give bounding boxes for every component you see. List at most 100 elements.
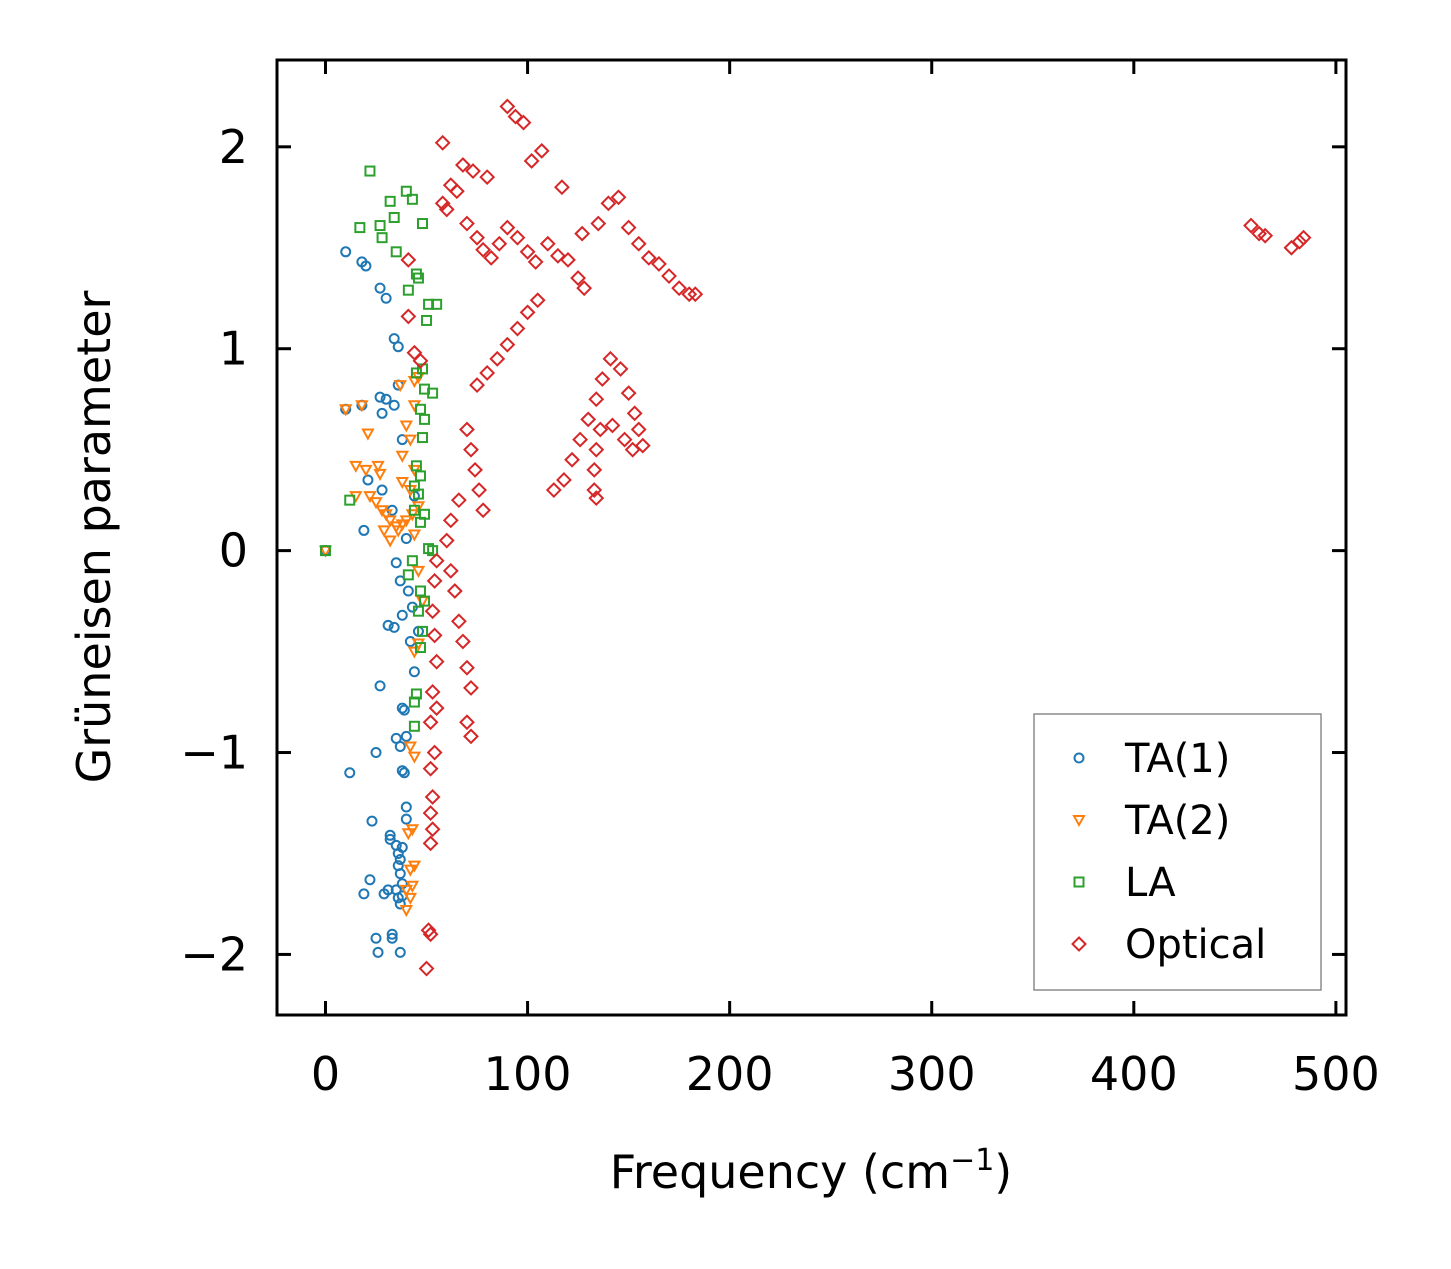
data-point <box>386 932 398 944</box>
x-tick-label: 500 <box>1292 1047 1380 1101</box>
data-point <box>403 434 418 447</box>
data-point <box>400 533 412 545</box>
data-point <box>428 552 445 569</box>
data-point <box>576 280 593 297</box>
legend-frame <box>1033 713 1322 991</box>
data-point <box>384 833 396 845</box>
data-point <box>407 860 422 873</box>
data-point <box>412 272 424 284</box>
data-point <box>319 545 331 557</box>
data-point <box>400 308 417 325</box>
data-point <box>380 292 392 304</box>
legend-label: TA(1) <box>1124 736 1230 782</box>
data-point <box>564 451 580 468</box>
x-tick-label: 100 <box>484 1047 572 1101</box>
data-point <box>379 509 393 522</box>
data-point <box>434 195 451 212</box>
data-point <box>362 474 374 486</box>
x-axis-label-close: ) <box>994 1145 1012 1199</box>
data-point <box>398 767 410 779</box>
data-point <box>549 247 566 264</box>
data-point <box>450 492 467 509</box>
data-point <box>363 491 377 504</box>
series-ta-1 <box>319 246 424 958</box>
legend-label: TA(2) <box>1124 798 1230 844</box>
data-point <box>527 253 544 270</box>
data-point <box>469 377 485 393</box>
data-point <box>402 569 414 581</box>
data-point <box>384 195 396 207</box>
legend-item: LA <box>1073 860 1176 906</box>
y-tick-label: 0 <box>219 524 248 578</box>
legend: TA(1) TA(2) LA Optical <box>1033 713 1322 991</box>
data-point <box>399 515 414 528</box>
data-point <box>396 609 408 621</box>
data-point <box>383 515 397 528</box>
legend-label: Optical <box>1125 922 1266 968</box>
data-point <box>344 767 356 779</box>
data-point <box>545 482 562 498</box>
legend-item: TA(2) <box>1072 798 1230 844</box>
series-la <box>319 165 443 732</box>
data-point <box>412 605 424 617</box>
data-point <box>442 562 459 579</box>
data-point <box>426 744 443 761</box>
data-point <box>491 235 508 252</box>
data-point <box>406 555 418 567</box>
data-point <box>369 497 383 510</box>
data-point <box>380 393 392 405</box>
series-optical <box>400 98 1312 977</box>
data-point <box>446 583 463 599</box>
data-point <box>533 142 550 159</box>
data-point <box>426 572 443 589</box>
data-point <box>475 502 492 519</box>
legend-marker <box>1072 815 1086 828</box>
x-axis-label: Frequency (cm−1) <box>610 1143 1013 1199</box>
data-point <box>414 642 426 654</box>
data-point <box>499 336 516 353</box>
data-point <box>592 421 609 438</box>
legend-item: Optical <box>1071 922 1266 968</box>
data-point <box>414 470 426 482</box>
data-point <box>349 460 363 473</box>
data-point <box>411 565 426 578</box>
data-point <box>408 696 420 708</box>
data-point <box>394 740 406 752</box>
data-point <box>382 619 394 631</box>
data-point <box>394 854 406 866</box>
axes-layer: 0 100 200 300 400 500 −2 −1 0 1 2 <box>180 60 1380 1101</box>
data-point <box>418 960 435 977</box>
data-point <box>509 320 526 337</box>
data-point <box>390 246 402 258</box>
data-point <box>519 304 536 321</box>
legend-items: TA(1) TA(2) LA Optical <box>1071 736 1266 968</box>
data-point <box>398 704 410 716</box>
data-point <box>651 256 667 272</box>
data-point <box>400 813 412 825</box>
data-point <box>610 189 627 206</box>
data-point <box>624 441 641 458</box>
data-point <box>412 488 424 500</box>
data-point <box>467 461 483 478</box>
data-point <box>556 472 572 488</box>
data-point <box>459 714 475 731</box>
data-point <box>388 399 400 411</box>
data-point <box>620 219 637 236</box>
data-point <box>450 613 467 630</box>
data-point <box>383 535 397 548</box>
data-point <box>396 702 408 714</box>
data-point <box>392 341 404 353</box>
data-point <box>374 282 386 294</box>
data-point <box>604 417 621 434</box>
data-point <box>616 431 633 448</box>
y-tick-label: 2 <box>219 120 248 174</box>
data-point <box>671 280 688 297</box>
data-point <box>459 659 475 676</box>
data-point <box>574 225 591 242</box>
data-point <box>1257 227 1274 244</box>
data-point <box>586 482 603 498</box>
data-point <box>402 284 414 296</box>
x-tick-label: 200 <box>686 1047 774 1101</box>
data-point <box>469 229 485 246</box>
data-point <box>1243 217 1259 234</box>
